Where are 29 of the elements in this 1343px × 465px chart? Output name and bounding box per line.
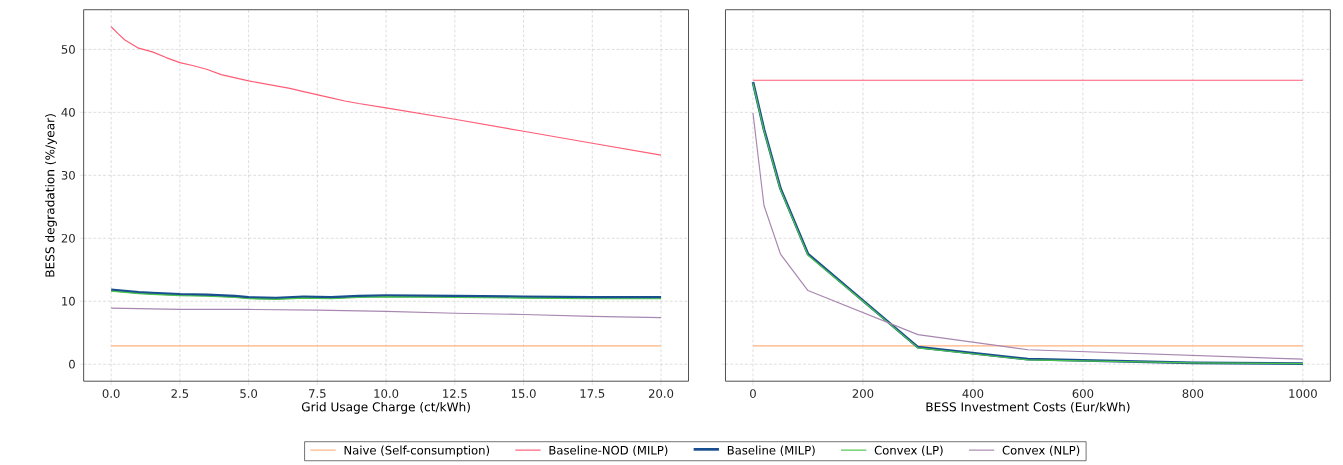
x-tick-label: 0 — [750, 389, 756, 399]
x-axis-title: Grid Usage Charge (ct/kWh) — [301, 402, 470, 414]
legend-label: Convex (LP) — [874, 445, 943, 457]
y-tick-label: 30 — [61, 171, 75, 180]
x-tick-label: 17.5 — [580, 389, 605, 398]
y-axis-title: BESS degradation (%/year) — [45, 114, 57, 277]
x-tick-label: 800 — [1182, 389, 1204, 399]
y-tick-label: 40 — [61, 108, 75, 117]
x-tick-label: 2.5 — [171, 389, 189, 399]
legend-label: Naive (Self-consumption) — [344, 445, 490, 457]
y-tick-label: 50 — [61, 45, 75, 54]
x-tick-label: 7.5 — [309, 389, 326, 398]
y-tick-label: 20 — [61, 233, 75, 243]
legend-label: Baseline-NOD (MILP) — [549, 445, 668, 457]
y-tick-label: 0 — [69, 359, 75, 369]
x-tick-label: 15.0 — [511, 389, 536, 399]
x-tick-label: 10.0 — [374, 389, 399, 399]
x-tick-label: 600 — [1072, 389, 1094, 399]
legend-label: Convex (NLP) — [1002, 445, 1080, 457]
x-tick-label: 20.0 — [648, 389, 674, 399]
x-tick-label: 200 — [852, 389, 874, 399]
x-tick-label: 5.0 — [240, 389, 258, 399]
x-tick-label: 1000 — [1289, 389, 1317, 399]
x-tick-label: 12.5 — [443, 389, 467, 399]
y-tick-label: 10 — [62, 296, 75, 306]
x-tick-label: 0.0 — [102, 389, 120, 399]
legend-label: Baseline (MILP) — [727, 445, 815, 457]
x-tick-label: 400 — [962, 389, 984, 399]
x-axis-title: BESS Investment Costs (Eur/kWh) — [926, 402, 1130, 413]
